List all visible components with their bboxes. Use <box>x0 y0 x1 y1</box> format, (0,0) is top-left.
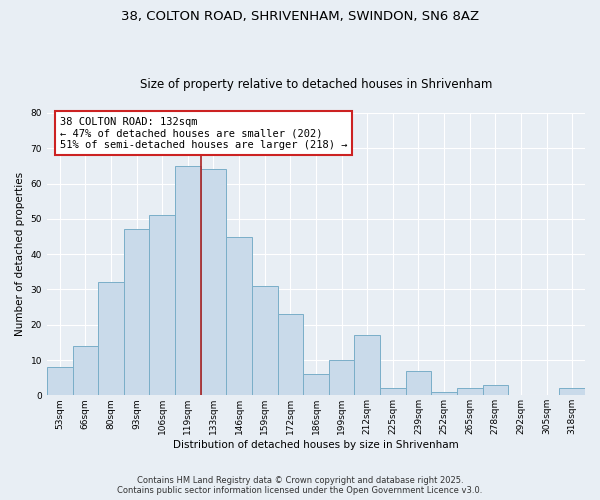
Bar <box>200 170 226 396</box>
Bar <box>329 360 355 396</box>
Bar <box>73 346 98 396</box>
Bar <box>98 282 124 396</box>
Bar <box>175 166 200 396</box>
Bar <box>149 216 175 396</box>
Bar <box>303 374 329 396</box>
Bar <box>47 367 73 396</box>
Bar <box>482 384 508 396</box>
Bar <box>457 388 482 396</box>
Bar <box>406 370 431 396</box>
Bar <box>380 388 406 396</box>
Bar <box>355 336 380 396</box>
Text: 38, COLTON ROAD, SHRIVENHAM, SWINDON, SN6 8AZ: 38, COLTON ROAD, SHRIVENHAM, SWINDON, SN… <box>121 10 479 23</box>
Text: Contains HM Land Registry data © Crown copyright and database right 2025.
Contai: Contains HM Land Registry data © Crown c… <box>118 476 482 495</box>
Bar <box>559 388 585 396</box>
Bar <box>278 314 303 396</box>
Bar <box>226 236 252 396</box>
Bar <box>124 230 149 396</box>
Bar <box>252 286 278 396</box>
Y-axis label: Number of detached properties: Number of detached properties <box>15 172 25 336</box>
Title: Size of property relative to detached houses in Shrivenham: Size of property relative to detached ho… <box>140 78 492 91</box>
Bar <box>431 392 457 396</box>
Text: 38 COLTON ROAD: 132sqm
← 47% of detached houses are smaller (202)
51% of semi-de: 38 COLTON ROAD: 132sqm ← 47% of detached… <box>60 116 347 150</box>
X-axis label: Distribution of detached houses by size in Shrivenham: Distribution of detached houses by size … <box>173 440 459 450</box>
